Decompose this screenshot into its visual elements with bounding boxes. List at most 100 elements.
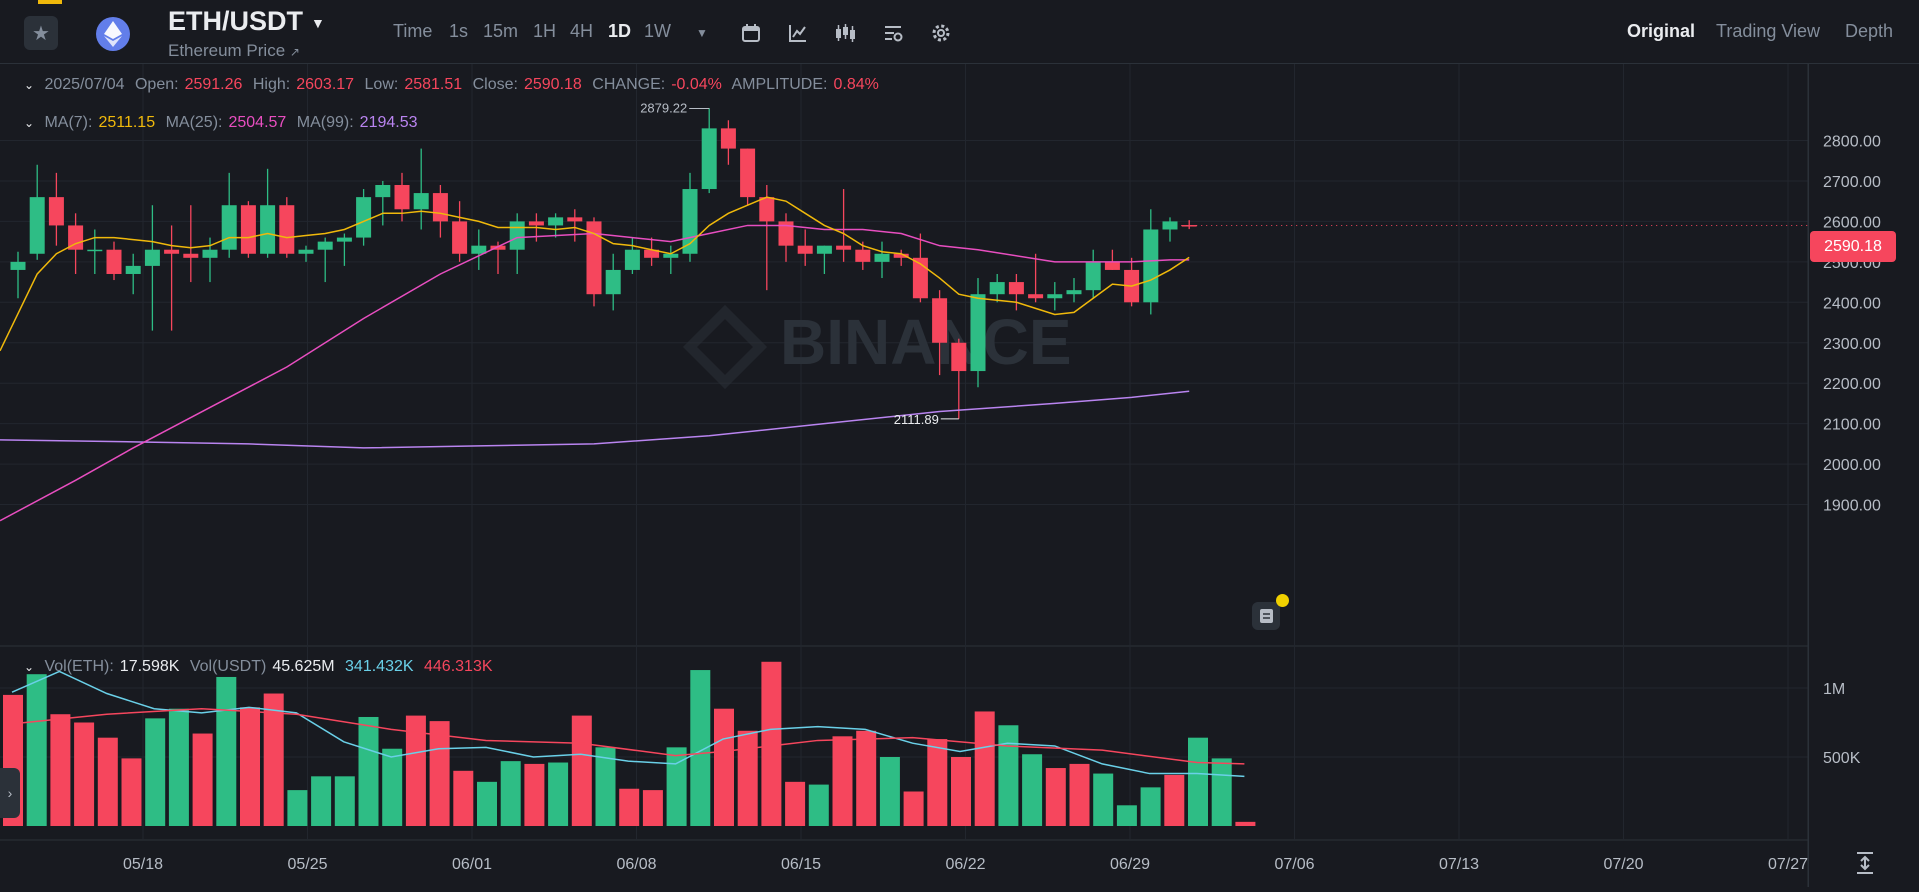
- ma99-line: [0, 390, 1190, 449]
- candle-body: [836, 245, 852, 250]
- timeframe-1s[interactable]: 1s: [449, 21, 469, 41]
- candle-body: [317, 241, 333, 250]
- pair-selector[interactable]: ETH/USDT ▼: [168, 6, 325, 37]
- candle-body: [202, 249, 218, 258]
- chart-grid: [0, 64, 1808, 887]
- candle-body: [663, 253, 679, 258]
- volume-bar: [571, 715, 592, 826]
- volume-bar: [121, 758, 142, 826]
- fit-chart-button[interactable]: [1850, 850, 1880, 876]
- volume-bar: [74, 722, 95, 826]
- side-panel-handle[interactable]: ›: [0, 768, 20, 818]
- amplitude-label: AMPLITUDE:: [731, 76, 828, 93]
- volume-bar: [1188, 737, 1208, 826]
- vol-eth-label: Vol(ETH):: [44, 658, 114, 675]
- candle-date: 2025/07/04: [44, 76, 125, 93]
- volume-bar: [145, 718, 166, 826]
- moving-averages: [0, 196, 1245, 778]
- price-page-link[interactable]: Ethereum Price ↗: [168, 41, 300, 60]
- price-tick-label: 2300.00: [1823, 336, 1881, 353]
- price-axis[interactable]: 2800.00 2700.00 2600.00 2500.00 2400.00 2300.…: [1808, 64, 1919, 887]
- candle-body: [855, 249, 871, 262]
- timeframe-1h[interactable]: 1H: [533, 21, 557, 41]
- favorite-button[interactable]: ★: [24, 16, 58, 50]
- candle-body: [452, 221, 468, 254]
- gear-icon[interactable]: [930, 22, 952, 44]
- collapse-chevron-icon[interactable]: ⌄: [24, 660, 35, 674]
- volume-bar: [832, 736, 853, 826]
- change-value: -0.04%: [671, 76, 722, 93]
- overlay-toggle-button[interactable]: [1252, 602, 1280, 630]
- candle-body: [567, 217, 583, 222]
- candle: [452, 201, 468, 262]
- date-tick-label: 06/01: [452, 856, 492, 873]
- volume-bar: [500, 761, 521, 826]
- timeframe-15m[interactable]: 15m: [483, 21, 519, 41]
- timeframe-time[interactable]: Time: [393, 21, 433, 41]
- more-timeframes-icon[interactable]: ▼: [696, 26, 708, 40]
- candle-body: [432, 193, 448, 222]
- candle: [586, 217, 602, 307]
- timeframe-1d[interactable]: 1D: [608, 21, 632, 41]
- candle-body: [221, 205, 237, 250]
- candlestick-icon[interactable]: [834, 22, 856, 44]
- candle-body: [279, 205, 295, 254]
- candle-body: [87, 249, 103, 252]
- date-tick-label: 07/06: [1274, 856, 1314, 873]
- candle: [509, 213, 525, 274]
- candle-body: [874, 253, 890, 262]
- candle: [797, 229, 813, 266]
- collapse-chevron-icon[interactable]: ⌄: [24, 116, 35, 130]
- volume-bar: [429, 721, 450, 826]
- high-label: High:: [252, 76, 291, 93]
- volume-bar: [263, 693, 284, 826]
- timeframe-4h[interactable]: 4H: [570, 21, 594, 41]
- candle: [1162, 217, 1178, 242]
- amplitude-value: 0.84%: [833, 76, 879, 93]
- layout-icon[interactable]: [882, 22, 904, 44]
- chevron-right-icon: ›: [7, 785, 13, 801]
- candle: [663, 245, 679, 274]
- price-chart[interactable]: BINANCE 2879.22 2111.89 05/18 05/25 06/01 06…: [0, 64, 1808, 887]
- low-value: 2581.51: [404, 76, 463, 93]
- date-tick-label: 06/15: [781, 856, 821, 873]
- volume-bars: [3, 661, 1256, 826]
- candle: [432, 184, 448, 238]
- candle: [164, 225, 180, 331]
- candle-body: [548, 217, 564, 226]
- indicator-icon[interactable]: [787, 22, 809, 44]
- candle-body: [912, 257, 928, 299]
- candle: [605, 253, 621, 311]
- candle-body: [701, 128, 717, 190]
- volume-ma5-line: [11, 670, 1245, 778]
- volume-bar: [1211, 758, 1232, 826]
- view-trading-view[interactable]: Trading View: [1716, 21, 1821, 41]
- candle-body: [605, 269, 621, 295]
- volume-bar: [50, 714, 71, 826]
- view-depth[interactable]: Depth: [1845, 21, 1894, 41]
- volume-bar: [1022, 754, 1043, 826]
- calendar-icon[interactable]: [740, 22, 762, 44]
- timeframe-1w[interactable]: 1W: [644, 21, 671, 41]
- candle: [317, 237, 333, 283]
- candle: [740, 148, 756, 206]
- candle-body: [970, 294, 986, 372]
- ma7-line: [0, 196, 1190, 352]
- candle: [759, 184, 775, 291]
- candle-body: [1143, 229, 1159, 303]
- candle-body: [298, 249, 314, 254]
- candle: [1047, 282, 1063, 311]
- candle-body: [1047, 294, 1063, 299]
- volume-bar: [524, 763, 545, 826]
- candle-body: [144, 249, 160, 266]
- candle: [970, 278, 986, 388]
- date-tick-label: 05/25: [287, 856, 327, 873]
- candle: [356, 189, 372, 246]
- volume-bar: [453, 770, 474, 826]
- candle-body: [48, 197, 64, 226]
- candle: [874, 241, 890, 279]
- high-marker-label: 2879.22: [640, 100, 687, 115]
- collapse-chevron-icon[interactable]: ⌄: [24, 78, 35, 92]
- view-original[interactable]: Original: [1627, 21, 1696, 41]
- candle-body: [29, 197, 45, 254]
